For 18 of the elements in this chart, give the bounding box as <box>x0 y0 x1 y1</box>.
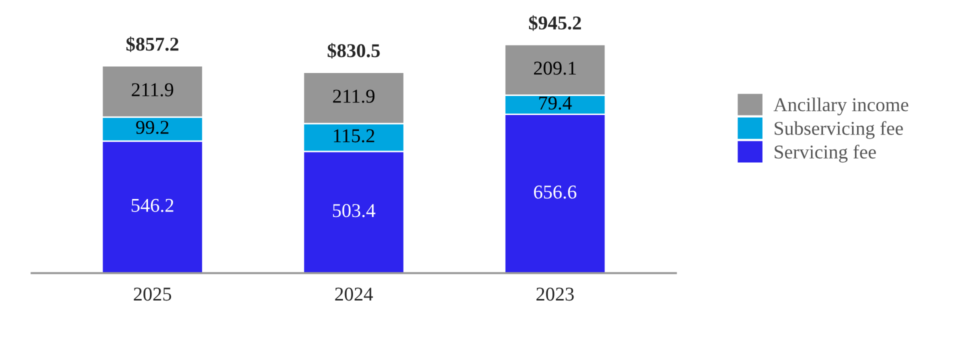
legend-label: Servicing fee <box>774 144 876 163</box>
data-label: 211.9 <box>132 83 174 96</box>
total-label: $830.5 <box>328 42 380 59</box>
total-label: $945.2 <box>529 15 581 31</box>
data-label: 503.4 <box>333 204 376 218</box>
data-label: 115.2 <box>334 129 374 142</box>
total-label: $857.2 <box>126 36 178 52</box>
data-label: 546.2 <box>132 198 174 212</box>
legend-label: Ancillary income <box>774 98 908 116</box>
data-label: 99.2 <box>136 120 168 134</box>
legend-label: Subservicing fee <box>774 121 903 139</box>
x-tick-label: 2023 <box>536 288 574 301</box>
data-label: 79.4 <box>539 96 572 110</box>
data-label: 209.1 <box>534 62 576 75</box>
x-tick-label: 2025 <box>134 288 172 301</box>
data-label: 211.9 <box>333 90 374 103</box>
data-label: 656.6 <box>534 186 576 199</box>
x-tick-label: 2024 <box>335 288 373 301</box>
